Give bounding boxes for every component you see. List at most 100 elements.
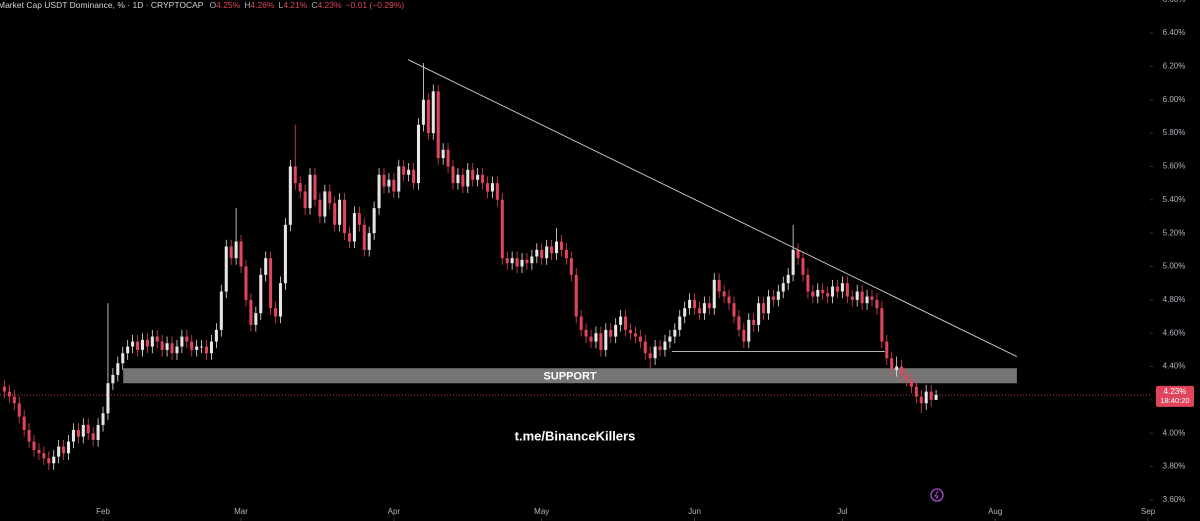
candle-body xyxy=(875,299,879,309)
candle-body xyxy=(554,241,559,254)
candle-body xyxy=(816,289,820,297)
candle-body xyxy=(27,429,31,442)
candle-body xyxy=(352,213,356,242)
candle-body xyxy=(205,346,209,354)
candle-body xyxy=(200,346,204,348)
candle-body xyxy=(42,453,46,459)
candle-body xyxy=(485,183,490,192)
candle-body xyxy=(648,353,652,359)
candle-body xyxy=(412,169,416,184)
candle-body xyxy=(481,174,485,184)
last-price-label: 4.23% xyxy=(1164,387,1187,396)
candle-body xyxy=(377,174,381,209)
candle-body xyxy=(323,191,327,217)
candle-body xyxy=(278,283,283,317)
candle-body xyxy=(628,329,632,334)
candle-body xyxy=(101,413,105,425)
candle-body xyxy=(259,274,263,314)
candle-body xyxy=(762,303,766,314)
candle-body xyxy=(131,341,135,347)
candle-body xyxy=(244,266,248,300)
candle-body xyxy=(776,291,780,300)
candle-body xyxy=(441,149,445,159)
candle-body xyxy=(569,258,573,275)
x-tick-label: Mar xyxy=(234,507,248,516)
candle-body xyxy=(515,258,519,267)
candle-body xyxy=(471,169,475,180)
candle-body xyxy=(732,303,736,317)
candle-body xyxy=(111,374,115,384)
candle-body xyxy=(116,363,120,375)
y-tick-label: 6.60% xyxy=(1163,0,1186,4)
candle-body xyxy=(604,329,608,350)
candle-body xyxy=(392,179,396,192)
x-tick-label: Jul xyxy=(837,507,847,516)
y-tick-label: 5.20% xyxy=(1163,228,1186,237)
candle-body xyxy=(106,383,110,414)
candle-body xyxy=(239,241,243,267)
candle-body xyxy=(190,341,194,350)
candle-body xyxy=(579,316,583,330)
candle-body xyxy=(343,199,347,234)
candle-body xyxy=(683,308,687,317)
y-tick-label: 5.40% xyxy=(1163,195,1186,204)
candle-body xyxy=(298,183,302,192)
ohlc-value: 4.23% xyxy=(317,0,342,10)
ohlc-value: 4.26% xyxy=(250,0,275,10)
candle-body xyxy=(155,336,159,342)
candle-body xyxy=(653,346,657,359)
candle-body xyxy=(274,308,278,317)
candle-body xyxy=(747,319,751,342)
candle-body xyxy=(318,199,322,217)
candle-body xyxy=(880,308,884,342)
x-tick-label: Apr xyxy=(388,507,401,516)
candle-body xyxy=(175,346,179,354)
y-tick-label: 4.80% xyxy=(1163,295,1186,304)
x-tick-label: Feb xyxy=(96,507,110,516)
candle-body xyxy=(47,458,51,464)
candle-body xyxy=(407,169,411,175)
candle-body xyxy=(599,333,603,350)
candle-body xyxy=(71,429,75,442)
candle-body xyxy=(303,191,307,209)
candle-body xyxy=(850,296,854,300)
candle-body xyxy=(254,313,258,325)
candle-body xyxy=(269,258,273,309)
candle-body xyxy=(328,191,332,204)
candle-body xyxy=(451,166,455,184)
candle-body xyxy=(505,258,509,264)
candle-body xyxy=(362,224,366,250)
support-label: SUPPORT xyxy=(543,371,596,383)
candle-body xyxy=(367,233,371,250)
candle-body xyxy=(229,246,233,259)
y-tick-label: 4.00% xyxy=(1163,428,1186,437)
candle-body xyxy=(170,343,174,354)
candle-body xyxy=(904,374,909,380)
candle-body xyxy=(520,259,524,267)
candle-body xyxy=(840,283,844,292)
candle-body xyxy=(757,303,761,325)
trendline xyxy=(407,59,1018,357)
candle-body xyxy=(688,299,692,309)
candle-body xyxy=(821,289,825,294)
candle-body xyxy=(870,296,874,300)
ohlc-value: 4.21% xyxy=(283,0,308,10)
candle-body xyxy=(135,341,140,350)
candle-body xyxy=(885,341,889,359)
candle-body xyxy=(446,149,450,167)
candle-body xyxy=(535,249,539,257)
ohlc-key: L xyxy=(278,0,283,10)
candle-body xyxy=(564,249,568,259)
candle-body xyxy=(609,329,613,337)
candle-body xyxy=(185,336,189,342)
y-tick-label: 6.00% xyxy=(1163,95,1186,104)
candle-body xyxy=(382,174,386,187)
candle-body xyxy=(545,246,549,259)
candle-body xyxy=(500,199,504,259)
candle-body xyxy=(426,99,430,134)
candle-body xyxy=(697,308,701,314)
candle-body xyxy=(76,429,80,437)
y-tick-label: 6.40% xyxy=(1163,28,1186,37)
candle-body xyxy=(313,174,317,200)
candle-body xyxy=(550,246,554,254)
